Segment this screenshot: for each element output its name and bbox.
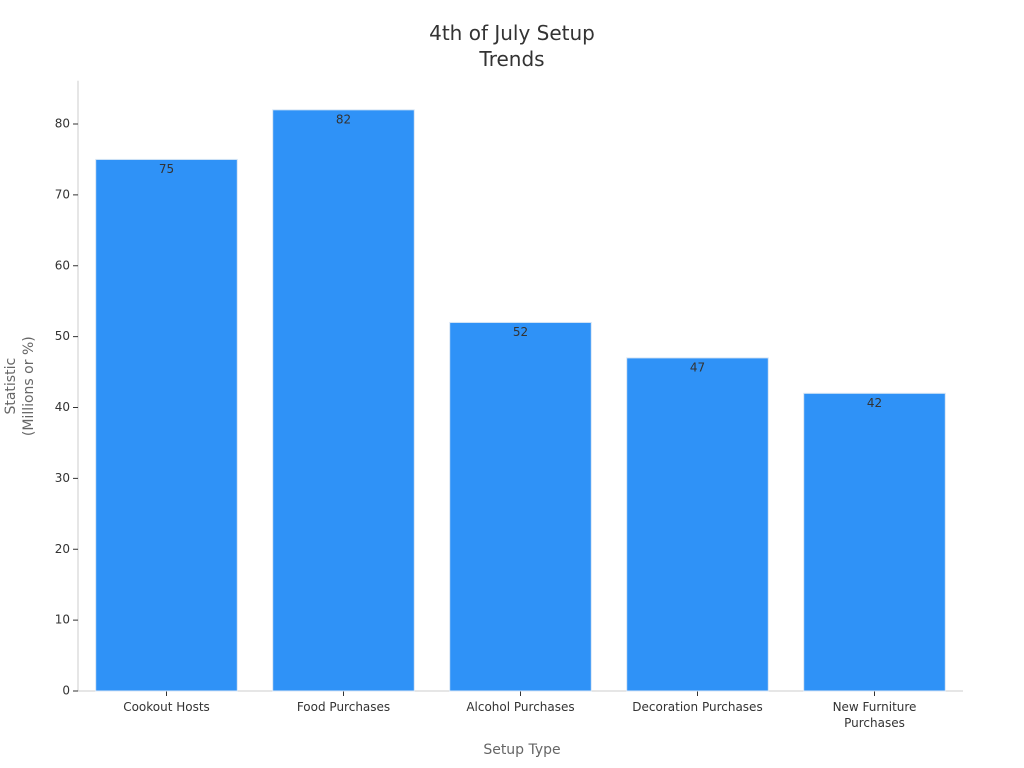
- bar: [803, 392, 946, 692]
- y-tick-label: 40: [55, 400, 70, 414]
- value-label: 75: [159, 162, 174, 176]
- y-axis-label: Statistic (Millions or %): [2, 336, 37, 437]
- value-label: 42: [867, 396, 882, 410]
- y-tick-label: 60: [55, 258, 70, 272]
- x-tick-label: Decoration Purchases: [632, 700, 763, 714]
- y-tick-label: 50: [55, 329, 70, 343]
- chart-title: 4th of July Setup Trends: [429, 21, 595, 71]
- y-tick-label: 80: [55, 117, 70, 131]
- x-tick-label: Alcohol Purchases: [466, 700, 575, 714]
- y-tick-label: 10: [55, 613, 70, 627]
- y-tick-label: 0: [62, 684, 70, 698]
- value-label: 52: [513, 325, 528, 339]
- bar: [626, 357, 769, 692]
- value-label: 47: [690, 360, 705, 374]
- y-tick-label: 30: [55, 471, 70, 485]
- value-label: 82: [336, 112, 351, 126]
- y-tick-label: 20: [55, 542, 70, 556]
- bar: [449, 321, 592, 692]
- bar: [95, 158, 238, 692]
- x-tick-label: New Furniture Purchases: [832, 700, 917, 730]
- x-axis-label: Setup Type: [483, 742, 561, 758]
- y-tick-label: 70: [55, 187, 70, 201]
- bar: [272, 109, 415, 692]
- x-tick-label: Cookout Hosts: [123, 700, 210, 714]
- x-tick-label: Food Purchases: [296, 700, 391, 714]
